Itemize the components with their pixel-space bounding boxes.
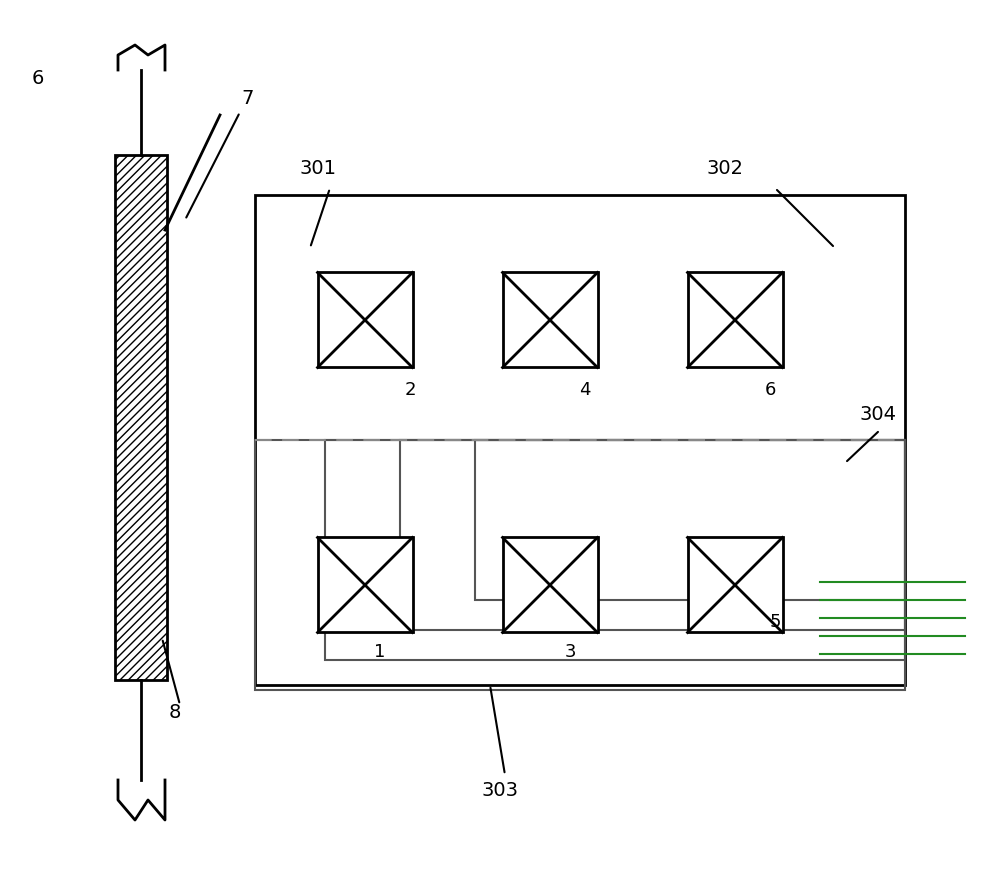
Text: 4: 4 bbox=[579, 381, 591, 399]
Text: 302: 302 bbox=[706, 158, 744, 178]
Bar bbox=[688, 538, 782, 633]
Text: 6: 6 bbox=[764, 381, 776, 399]
Text: 5: 5 bbox=[769, 613, 781, 631]
Bar bbox=[115, 155, 167, 680]
Text: 304: 304 bbox=[860, 406, 896, 424]
Text: 7: 7 bbox=[242, 89, 254, 107]
Bar bbox=[318, 538, 413, 633]
Bar bbox=[255, 440, 905, 690]
Bar bbox=[688, 273, 782, 368]
Bar bbox=[318, 273, 413, 368]
Text: 301: 301 bbox=[300, 158, 336, 178]
Bar bbox=[400, 440, 905, 630]
Text: 6: 6 bbox=[32, 69, 44, 87]
Text: 303: 303 bbox=[482, 781, 518, 800]
Text: 8: 8 bbox=[169, 702, 181, 722]
Text: 1: 1 bbox=[374, 643, 386, 661]
Bar bbox=[503, 273, 598, 368]
Text: 2: 2 bbox=[404, 381, 416, 399]
Bar bbox=[255, 195, 905, 685]
Bar bbox=[115, 155, 167, 680]
Text: 3: 3 bbox=[564, 643, 576, 661]
Bar bbox=[475, 440, 905, 600]
Bar bbox=[503, 538, 598, 633]
Bar bbox=[325, 440, 905, 660]
